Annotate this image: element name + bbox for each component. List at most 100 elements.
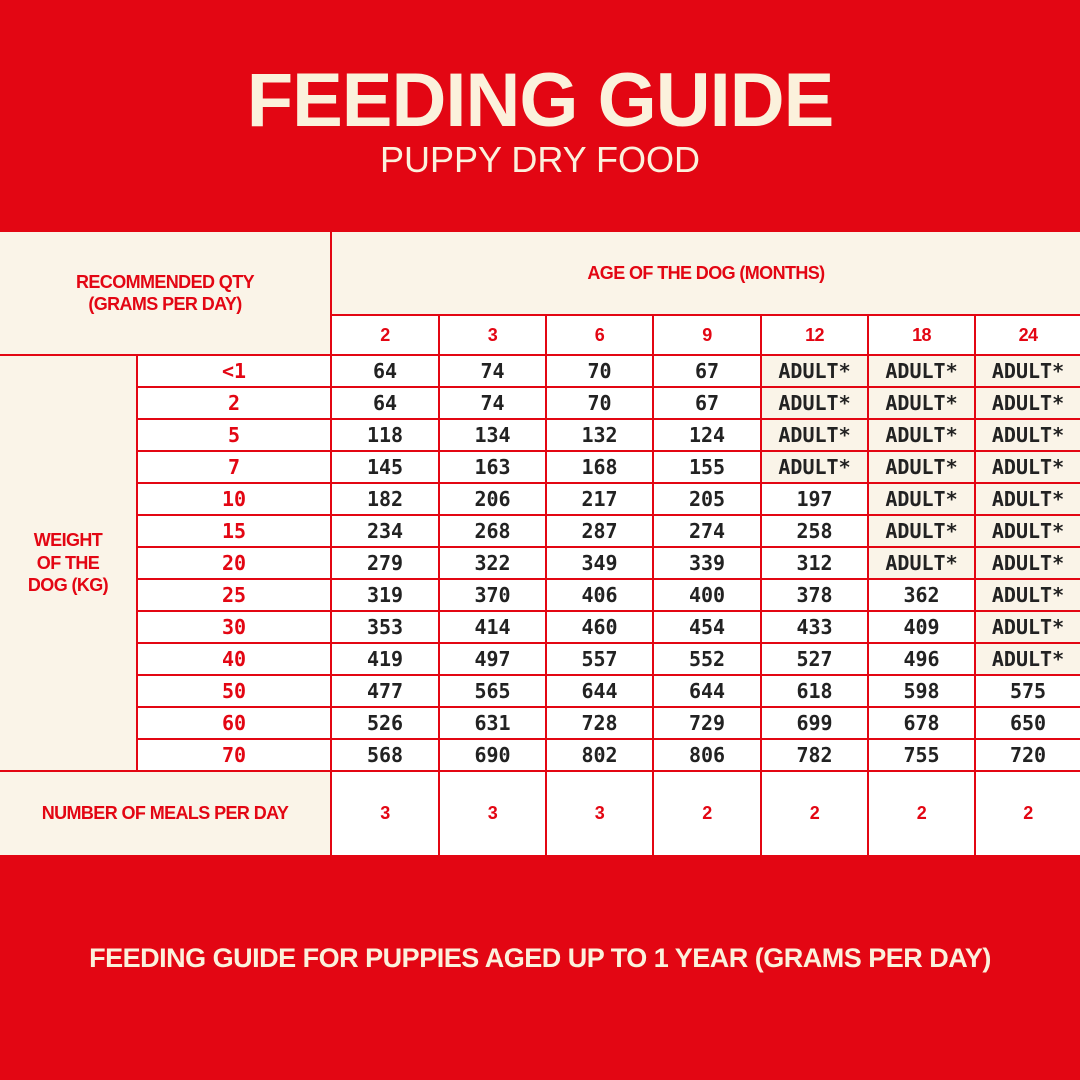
weight: <1	[138, 356, 332, 388]
weight-label-line: WEIGHT	[33, 530, 103, 551]
amount: ADULT*	[762, 356, 869, 388]
weight: 40	[138, 644, 332, 676]
title: FEEDING GUIDE	[246, 57, 835, 143]
amount: 406	[547, 580, 654, 612]
age: 18	[869, 316, 976, 356]
amount: 163	[440, 452, 547, 484]
amount: 477	[332, 676, 440, 708]
amount: 64	[332, 356, 440, 388]
amount: 419	[332, 644, 440, 676]
amount: 217	[547, 484, 654, 516]
footer-text: FEEDING GUIDE FOR PUPPIES AGED UP TO 1 Y…	[89, 942, 991, 973]
meals-label: NUMBER OF MEALS PER DAY	[0, 772, 332, 857]
amount: 353	[332, 612, 440, 644]
amount: ADULT*	[869, 356, 976, 388]
corner-line: (GRAMS PER DAY)	[88, 294, 242, 314]
amount: 268	[440, 516, 547, 548]
amount: 557	[547, 644, 654, 676]
amount: 378	[762, 580, 869, 612]
amount: ADULT*	[869, 420, 976, 452]
meals: 2	[654, 772, 762, 857]
amount: 234	[332, 516, 440, 548]
amount: ADULT*	[976, 644, 1080, 676]
age: 9	[654, 316, 762, 356]
age-header: AGE OF THE DOG (MONTHS)	[332, 232, 1080, 316]
amount: ADULT*	[869, 548, 976, 580]
amount: 460	[547, 612, 654, 644]
weight: 30	[138, 612, 332, 644]
amount: ADULT*	[976, 388, 1080, 420]
weight: 25	[138, 580, 332, 612]
amount: 644	[654, 676, 762, 708]
amount: 454	[654, 612, 762, 644]
amount: ADULT*	[762, 388, 869, 420]
weight-label: WEIGHT OF THE DOG (KG)	[0, 356, 138, 772]
meals: 3	[547, 772, 654, 857]
amount: 728	[547, 708, 654, 740]
amount: ADULT*	[976, 484, 1080, 516]
weight: 50	[138, 676, 332, 708]
age: 2	[332, 316, 440, 356]
amount: 782	[762, 740, 869, 772]
amount: 650	[976, 708, 1080, 740]
amount: ADULT*	[869, 452, 976, 484]
amount: 720	[976, 740, 1080, 772]
meals: 2	[762, 772, 869, 857]
corner-line: RECOMMENDED QTY	[75, 271, 255, 292]
amount: 729	[654, 708, 762, 740]
amount: 287	[547, 516, 654, 548]
amount: 168	[547, 452, 654, 484]
amount: 497	[440, 644, 547, 676]
amount: 206	[440, 484, 547, 516]
amount: 598	[869, 676, 976, 708]
weight: 70	[138, 740, 332, 772]
amount: 433	[762, 612, 869, 644]
amount: 258	[762, 516, 869, 548]
amount: 806	[654, 740, 762, 772]
weight: 5	[138, 420, 332, 452]
weight: 60	[138, 708, 332, 740]
amount: 67	[654, 388, 762, 420]
amount: 526	[332, 708, 440, 740]
amount: ADULT*	[762, 452, 869, 484]
age: 12	[762, 316, 869, 356]
amount: 70	[547, 388, 654, 420]
amount: 74	[440, 388, 547, 420]
amount: 631	[440, 708, 547, 740]
meals: 2	[976, 772, 1080, 857]
amount: 339	[654, 548, 762, 580]
amount: 312	[762, 548, 869, 580]
amount: 124	[654, 420, 762, 452]
amount: 182	[332, 484, 440, 516]
amount: 802	[547, 740, 654, 772]
amount: ADULT*	[976, 356, 1080, 388]
amount: ADULT*	[976, 420, 1080, 452]
meals: 3	[332, 772, 440, 857]
amount: 74	[440, 356, 547, 388]
amount: 205	[654, 484, 762, 516]
amount: 279	[332, 548, 440, 580]
amount: 565	[440, 676, 547, 708]
weight-label-line: DOG (KG)	[27, 575, 109, 596]
amount: 118	[332, 420, 440, 452]
amount: ADULT*	[976, 548, 1080, 580]
amount: ADULT*	[976, 452, 1080, 484]
amount: 409	[869, 612, 976, 644]
amount: ADULT*	[976, 612, 1080, 644]
amount: 134	[440, 420, 547, 452]
amount: 362	[869, 580, 976, 612]
amount: 70	[547, 356, 654, 388]
amount: 319	[332, 580, 440, 612]
weight-label-line: OF THE	[36, 552, 100, 573]
amount: 197	[762, 484, 869, 516]
amount: ADULT*	[869, 516, 976, 548]
weight: 2	[138, 388, 332, 420]
amount: 527	[762, 644, 869, 676]
amount: 496	[869, 644, 976, 676]
amount: 400	[654, 580, 762, 612]
amount: 552	[654, 644, 762, 676]
amount: 755	[869, 740, 976, 772]
amount: 699	[762, 708, 869, 740]
amount: 678	[869, 708, 976, 740]
